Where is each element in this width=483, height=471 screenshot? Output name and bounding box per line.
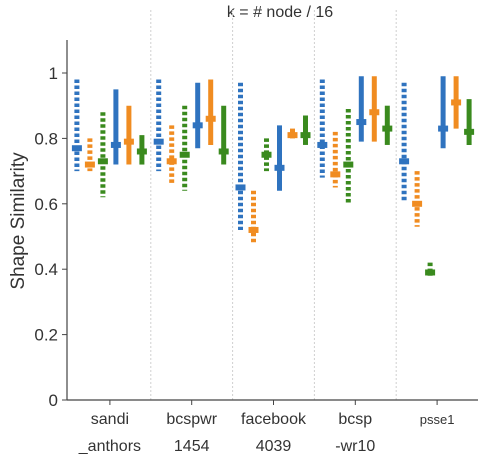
median-mark xyxy=(153,138,164,145)
median-mark xyxy=(123,138,134,145)
y-axis-label: Shape Similarity xyxy=(8,152,29,290)
median-mark xyxy=(464,128,475,135)
x-tick-label: facebook xyxy=(241,411,307,428)
x-tick-label: 1454 xyxy=(174,438,210,455)
x-tick-label: bcspwr xyxy=(166,411,217,428)
x-ticks: sandi _anthors bcspwr 1454 facebook 4039 bcsp -… xyxy=(78,400,455,455)
y-tick-label: 1 xyxy=(49,64,58,83)
median-mark xyxy=(356,119,367,126)
median-mark xyxy=(235,184,246,191)
median-mark xyxy=(97,158,108,165)
range-marks xyxy=(71,76,475,276)
category-separators xyxy=(150,10,397,400)
median-mark xyxy=(205,115,216,122)
median-mark xyxy=(317,141,328,148)
median-mark xyxy=(399,158,410,165)
median-mark xyxy=(300,132,311,139)
median-mark xyxy=(274,164,285,171)
x-tick-label: 4039 xyxy=(256,438,292,455)
x-tick-label: _anthors xyxy=(78,438,141,455)
median-mark xyxy=(110,141,121,148)
median-mark xyxy=(261,151,272,158)
median-mark xyxy=(412,200,423,207)
median-mark xyxy=(248,226,259,233)
median-mark xyxy=(425,269,436,276)
median-mark xyxy=(136,148,147,155)
x-tick-label: psse1 xyxy=(420,412,455,427)
median-mark xyxy=(330,171,341,178)
y-tick-label: 0.8 xyxy=(34,129,58,148)
x-tick-label: bcsp xyxy=(338,411,372,428)
median-mark xyxy=(438,125,449,132)
x-tick-label: sandi xyxy=(91,411,129,428)
median-mark xyxy=(218,148,229,155)
median-mark xyxy=(84,161,95,168)
median-mark xyxy=(287,132,298,139)
median-mark xyxy=(179,151,190,158)
chart-title: k = # node / 16 xyxy=(227,4,333,21)
x-tick-label: -wr10 xyxy=(335,438,375,455)
median-mark xyxy=(71,145,82,152)
y-tick-label: 0.6 xyxy=(34,195,58,214)
y-tick-label: 0 xyxy=(49,391,58,410)
median-mark xyxy=(369,109,380,116)
y-tick-label: 0.2 xyxy=(34,326,58,345)
y-tick-label: 0.4 xyxy=(34,260,58,279)
median-mark xyxy=(192,122,203,129)
median-mark xyxy=(166,158,177,165)
median-mark xyxy=(382,125,393,132)
y-ticks: 0 0.2 0.4 0.6 0.8 1 xyxy=(34,64,67,410)
median-mark xyxy=(343,161,354,168)
median-mark xyxy=(451,99,462,106)
axes xyxy=(66,40,478,401)
